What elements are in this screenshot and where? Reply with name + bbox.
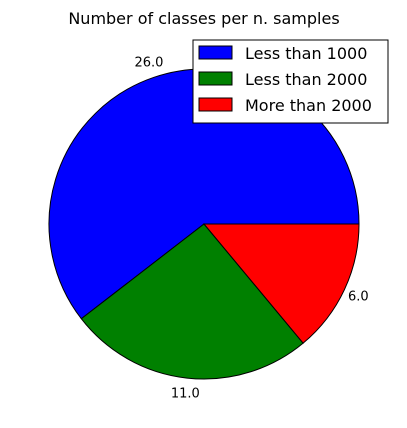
legend-entry-label: Less than 1000 (245, 44, 367, 63)
pie-slices (48, 68, 360, 380)
legend-swatch (198, 45, 233, 60)
slice-value-label: 11.0 (171, 386, 200, 401)
legend: Less than 1000 Less than 2000 More than 20… (192, 39, 389, 124)
legend-swatch (198, 97, 233, 112)
slice-labels: 26.0 11.0 6.0 (134, 56, 368, 402)
pie-slice-2 (80, 223, 304, 380)
slice-value-label: 26.0 (134, 56, 163, 71)
legend-entry-label: More than 2000 (245, 96, 372, 115)
legend-swatch (198, 71, 233, 86)
pie-slice-3 (202, 223, 360, 344)
legend-entry-label: Less than 2000 (245, 70, 367, 89)
pie-slice-1 (48, 68, 360, 320)
slice-value-label: 6.0 (348, 289, 369, 304)
chart-title: Number of classes per n. samples (68, 9, 339, 28)
